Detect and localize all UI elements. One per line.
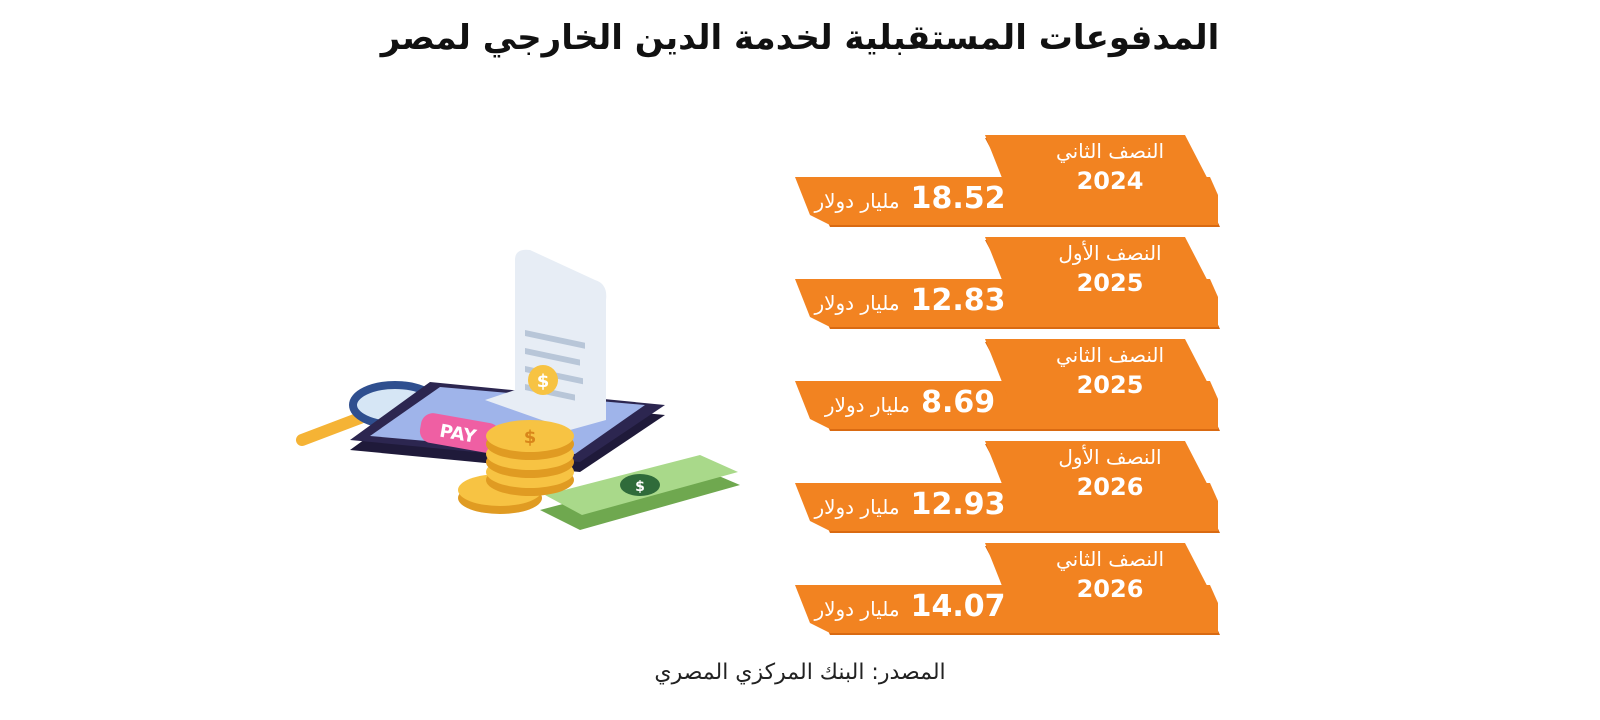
period-label: النصف الثاني (1055, 547, 1165, 571)
ribbon-row: النصف الأول 2025 12.83 مليار دولار (790, 237, 1230, 337)
value-label: 8.69 مليار دولار (810, 385, 1010, 420)
value-unit: مليار دولار (824, 393, 910, 417)
value-unit: مليار دولار (814, 597, 900, 621)
ribbon-row: النصف الثاني 2025 8.69 مليار دولار (790, 339, 1230, 439)
payment-illustration: $ PAY $ $ (296, 249, 740, 530)
value-number: 12.83 (910, 283, 1006, 318)
value-label: 12.93 مليار دولار (810, 487, 1010, 522)
value-label: 12.83 مليار دولار (810, 283, 1010, 318)
coins-icon: $ (458, 420, 574, 514)
year-label: 2025 (1076, 371, 1144, 399)
value-unit: مليار دولار (814, 291, 900, 315)
year-label: 2025 (1076, 269, 1144, 297)
ribbon-row: النصف الثاني 2024 18.52 مليار دولار (790, 135, 1230, 235)
year-label: 2026 (1076, 575, 1144, 603)
value-number: 18.52 (910, 181, 1006, 216)
cash-icon: $ (540, 455, 740, 530)
ribbon-row: النصف الأول 2026 12.93 مليار دولار (790, 441, 1230, 541)
value-unit: مليار دولار (814, 495, 900, 519)
value-number: 8.69 (921, 385, 996, 420)
ribbon-row: النصف الثاني 2026 14.07 مليار دولار (790, 543, 1230, 643)
cash-dollar-symbol: $ (635, 479, 645, 495)
chart-title: المدفوعات المستقبلية لخدمة الدين الخارجي… (380, 18, 1220, 58)
value-label: 18.52 مليار دولار (810, 181, 1010, 216)
coin-dollar-symbol: $ (524, 427, 537, 448)
value-unit: مليار دولار (814, 189, 900, 213)
receipt-icon: $ (485, 249, 607, 430)
value-number: 14.07 (910, 589, 1006, 624)
receipt-dollar-symbol: $ (537, 371, 550, 392)
period-label: النصف الأول (1058, 445, 1162, 469)
period-label: النصف الثاني (1055, 139, 1165, 163)
value-number: 12.93 (910, 487, 1006, 522)
pay-button-graphic: PAY (419, 413, 501, 453)
year-label: 2024 (1076, 167, 1144, 195)
period-label: النصف الأول (1058, 241, 1162, 265)
value-label: 14.07 مليار دولار (810, 589, 1010, 624)
source-note: المصدر: البنك المركزي المصري (654, 660, 946, 685)
period-label: النصف الثاني (1055, 343, 1165, 367)
year-label: 2026 (1076, 473, 1144, 501)
